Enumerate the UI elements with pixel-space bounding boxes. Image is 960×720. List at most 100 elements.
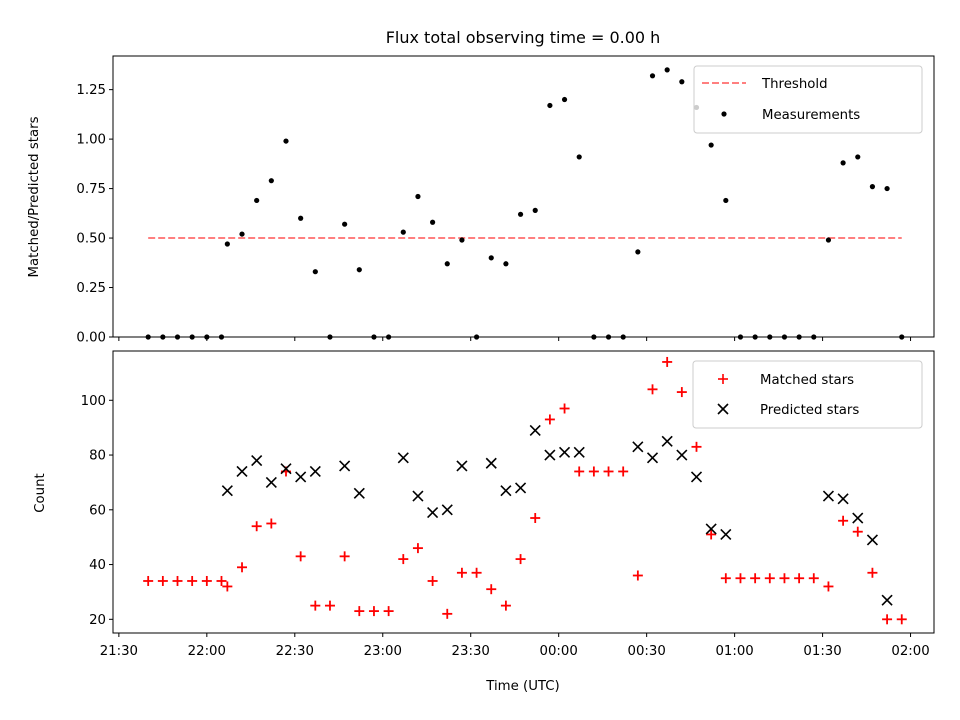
predicted-star-point [265, 476, 277, 488]
measurement-point [488, 255, 494, 261]
matched-star-point [574, 466, 585, 477]
matched-star-point [324, 600, 335, 611]
x-tick-label: 01:00 [715, 644, 753, 659]
matched-star-point [779, 573, 790, 584]
count-axes: 20 40 60 80 100 21:30 22:00 22:30 23:00 23:30 00:0… [81, 350, 935, 659]
predicted-star-point [661, 435, 673, 447]
measurement-point [459, 237, 465, 243]
ratio-panel: Flux total observing time = 0.00 h 0.000… [27, 28, 935, 346]
count-legend-box [692, 360, 923, 429]
predicted-legend-swatch [717, 403, 729, 415]
matched-star-point [691, 441, 702, 452]
measurement-point [298, 215, 304, 221]
matched-star-point [486, 584, 497, 595]
matched-star-point [735, 573, 746, 584]
predicted-star-point [573, 446, 585, 458]
matched-star-point [750, 573, 761, 584]
ratio-legend: Threshold Measurements [693, 65, 923, 134]
measurement-point [869, 184, 876, 190]
matched-star-point [500, 600, 511, 611]
matched-star-point [852, 526, 863, 537]
measurement-point [576, 154, 582, 160]
predicted-star-point [456, 460, 468, 472]
predicted-star-point [515, 482, 527, 494]
measurement-point [825, 237, 832, 243]
matched-legend-label: Matched stars [760, 373, 854, 388]
matched-legend-swatch [718, 374, 728, 384]
matched-star-point [222, 581, 233, 592]
matched-star-point [383, 606, 394, 617]
ratio-axes: 0.00 0.25 0.50 0.75 1.00 1.25 [76, 55, 935, 346]
ratio-plot-area [145, 67, 905, 340]
predicted-star-point [397, 452, 409, 464]
matched-star-point [588, 466, 599, 477]
ratio-axes-frame [112, 55, 935, 338]
measurement-point [342, 221, 348, 227]
measurement-point [400, 229, 406, 235]
measurement-point [517, 211, 524, 217]
matched-star-point [544, 414, 555, 425]
predicted-star-point [221, 485, 233, 497]
matched-star-point [354, 606, 365, 617]
threshold-legend-label: Threshold [761, 77, 828, 92]
y-tick-label: 60 [89, 503, 106, 518]
measurement-point [635, 249, 641, 255]
measurement-point [561, 96, 568, 103]
count-y-axis-label: Count [33, 473, 48, 513]
predicted-star-point [280, 463, 292, 475]
predicted-star-point [866, 534, 878, 546]
predicted-star-point [837, 493, 849, 505]
count-axes-frame [112, 350, 935, 634]
matched-star-point [295, 551, 306, 562]
predicted-star-point [412, 490, 424, 502]
measurement-point [239, 231, 245, 237]
matched-star-point [157, 575, 168, 586]
x-tick-label: 00:30 [627, 644, 665, 659]
predicted-star-point [500, 485, 512, 497]
predicted-star-point [236, 465, 248, 478]
predicted-star-point [852, 512, 864, 524]
x-tick-label: 23:00 [364, 644, 402, 659]
y-tick-label: 0.00 [76, 331, 106, 346]
matched-star-point [676, 387, 687, 398]
x-tick-label: 01:30 [803, 644, 841, 659]
predicted-star-point [441, 504, 453, 516]
measurement-point [312, 269, 318, 275]
matched-star-point [172, 575, 183, 586]
y-tick-label: 0.75 [76, 182, 106, 197]
measurement-point [415, 193, 421, 200]
x-tick-label: 00:00 [540, 644, 578, 659]
matched-star-point [720, 573, 731, 584]
x-tick-label: 23:30 [452, 644, 490, 659]
predicted-star-point [295, 471, 307, 483]
count-panel: 20 40 60 80 100 21:30 22:00 22:30 23:00 23:30 00:0… [33, 350, 935, 694]
matched-star-point [398, 554, 409, 565]
matched-star-point [251, 521, 262, 532]
predicted-legend-label: Predicted stars [760, 403, 859, 418]
measurement-point [283, 138, 289, 144]
measurement-point [723, 197, 729, 204]
matched-star-point [143, 575, 154, 586]
matched-star-point [216, 575, 227, 586]
x-tick-label: 22:30 [276, 644, 314, 659]
predicted-star-point [690, 471, 703, 483]
measurement-point [254, 197, 260, 204]
matched-star-point [471, 567, 482, 578]
matched-star-point [310, 600, 321, 611]
measurement-point [444, 261, 450, 267]
matched-star-point [808, 573, 819, 584]
matched-star-point [823, 581, 834, 592]
predicted-star-point [339, 460, 351, 472]
matched-star-point [647, 384, 658, 395]
matched-star-point [882, 614, 893, 625]
matched-star-point [896, 614, 907, 625]
matched-star-point [603, 466, 614, 477]
y-tick-label: 80 [89, 449, 106, 464]
measurements-legend-label: Measurements [762, 108, 860, 123]
ratio-legend-box [693, 65, 923, 134]
y-tick-label: 1.25 [76, 83, 106, 98]
measurement-point [649, 73, 656, 79]
measurement-point [268, 178, 274, 184]
y-tick-label: 1.00 [76, 133, 106, 148]
